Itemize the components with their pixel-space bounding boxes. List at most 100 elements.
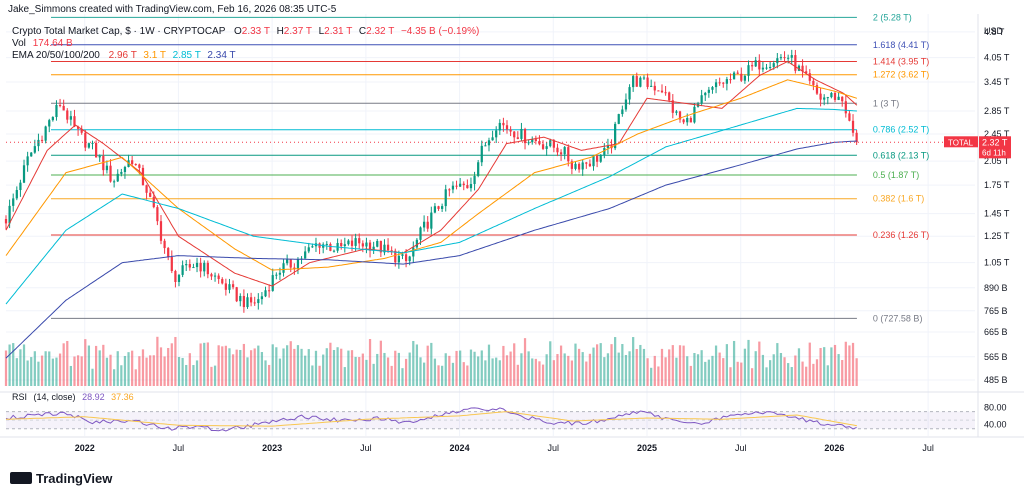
volume-bar <box>372 363 375 386</box>
volume-bar <box>343 367 346 386</box>
price-tick-label: 890 B <box>984 283 1008 293</box>
volume-bar <box>469 349 473 386</box>
candle-body <box>358 238 361 244</box>
candle-body <box>801 65 804 72</box>
candle-body <box>747 65 750 76</box>
tradingview-logo[interactable]: TradingView <box>10 471 113 486</box>
candle-body <box>502 122 505 126</box>
volume-bar <box>567 355 570 386</box>
volume-bar <box>94 345 98 386</box>
volume-bar <box>195 360 199 386</box>
candle-body <box>833 93 837 100</box>
candle-body <box>109 165 112 182</box>
volume-bar <box>105 357 109 386</box>
candle-body <box>264 290 267 297</box>
volume-bar <box>772 354 775 386</box>
candle-body <box>340 242 343 247</box>
price-tag-symbol-box <box>944 136 978 148</box>
fib-label: 0 (727.58 B) <box>873 313 923 323</box>
candle-body <box>156 207 159 222</box>
volume-bar <box>801 361 804 386</box>
volume-bar <box>246 357 249 386</box>
ema-line <box>5 107 857 305</box>
ema-legend[interactable]: EMA 20/50/100/200 2.96 T 3.1 T 2.85 T 2.… <box>12 50 236 61</box>
candle-body <box>603 148 606 155</box>
candle-body <box>718 82 721 84</box>
volume-bar <box>188 353 191 386</box>
volume-bar <box>167 347 170 386</box>
price-axis[interactable]: 4.8 T 4.05 T 3.45 T 2.85 T 2.45 T 2.05 T 1.75 … <box>6 27 1011 385</box>
candle-body <box>513 131 516 138</box>
volume-bar <box>848 345 851 386</box>
candle-body <box>329 243 332 251</box>
volume-bar <box>657 366 660 386</box>
candle-body <box>455 185 458 187</box>
volume-bar <box>797 348 801 386</box>
candle-body <box>574 163 577 169</box>
volume-bar <box>192 365 195 386</box>
candle-body <box>40 139 44 141</box>
candle-body <box>368 242 372 251</box>
volume-bar <box>33 351 36 386</box>
candle-body <box>480 145 483 163</box>
candle-body <box>149 192 152 197</box>
candle-body <box>671 100 674 113</box>
candle-body <box>271 275 274 291</box>
legend-line-1[interactable]: Crypto Total Market Cap, $ · 1W · CRYPTO… <box>12 26 479 37</box>
volume-legend[interactable]: Vol 174.64 B <box>12 38 73 49</box>
candle-body <box>386 244 390 251</box>
candle-body <box>379 240 382 253</box>
candle-body <box>527 142 530 144</box>
volume-bar <box>541 364 545 386</box>
volume-bar <box>163 356 166 386</box>
candle-body <box>729 79 732 81</box>
candle-body <box>397 255 400 263</box>
candle-body <box>469 184 473 189</box>
volume-bar <box>437 365 440 386</box>
volume-bar <box>736 361 739 386</box>
volume-bar <box>109 354 112 386</box>
candle-body <box>113 181 116 183</box>
volume-bar <box>199 343 202 386</box>
volume-bar <box>55 357 58 386</box>
fib-retracement[interactable]: 2 (5.28 T) 1.618 (4.41 T) 1.414 (3.95 T) 1.… <box>50 12 929 323</box>
volume-bar <box>642 348 646 386</box>
candle-body <box>282 263 285 273</box>
candle-body <box>394 250 397 263</box>
volume-bar <box>404 358 408 386</box>
candle-body <box>430 212 433 229</box>
volume-bar <box>4 350 8 386</box>
rsi-legend[interactable]: RSI (14, close) 28.92 37.36 <box>12 392 134 402</box>
candle-body <box>224 283 227 290</box>
low-value: 2.31 T <box>324 26 352 37</box>
candle-body <box>94 142 98 158</box>
volume-bar <box>498 360 501 386</box>
volume-bar <box>213 365 217 386</box>
volume-bar <box>462 362 465 386</box>
candle-body <box>304 251 307 259</box>
volume-bar <box>361 353 364 386</box>
candle-body <box>415 239 419 248</box>
candle-body <box>293 267 296 269</box>
volume-bar <box>379 340 382 386</box>
candle-body <box>242 296 246 308</box>
rsi-pane[interactable]: 80.00 40.00 <box>5 402 1007 432</box>
time-axis[interactable]: 2022 Jul 2023 Jul 2024 Jul 2025 Jul 2026 Jul <box>75 443 934 453</box>
volume-bar <box>603 357 606 386</box>
volume-bar <box>296 345 300 386</box>
candle-body <box>91 142 94 144</box>
volume-bar <box>401 368 404 386</box>
ema50-value: 3.1 T <box>143 50 165 61</box>
volume-bar <box>58 353 62 386</box>
candle-body <box>675 111 678 113</box>
candle-body <box>596 155 599 162</box>
candle-body <box>588 163 592 167</box>
candle-body <box>167 248 170 257</box>
volume-bar <box>585 361 588 386</box>
volume-bar <box>217 345 220 386</box>
volume-bar <box>347 350 350 386</box>
price-tick-label: 765 B <box>984 306 1008 316</box>
candle-body <box>599 154 602 162</box>
time-tick-label: 2024 <box>450 443 470 453</box>
